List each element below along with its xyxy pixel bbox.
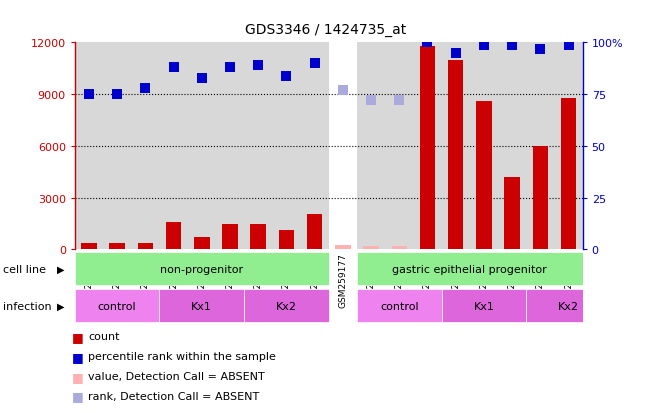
Bar: [109, 244, 125, 250]
Bar: [81, 244, 97, 250]
Bar: [357, 252, 583, 285]
Text: ■: ■: [72, 330, 84, 343]
Bar: [159, 290, 244, 323]
Text: ▶: ▶: [57, 301, 64, 311]
Text: control: control: [380, 301, 419, 311]
Text: ▶: ▶: [57, 264, 64, 274]
Bar: [75, 290, 159, 323]
Bar: [420, 47, 436, 250]
Text: Kx2: Kx2: [276, 301, 297, 311]
Bar: [75, 252, 329, 285]
Text: ■: ■: [72, 389, 84, 403]
Text: value, Detection Call = ABSENT: value, Detection Call = ABSENT: [88, 371, 265, 381]
Text: control: control: [98, 301, 137, 311]
Text: percentile rank within the sample: percentile rank within the sample: [88, 351, 276, 361]
Text: Kx2: Kx2: [558, 301, 579, 311]
Bar: [363, 247, 379, 250]
Bar: [222, 225, 238, 250]
Bar: [137, 243, 153, 250]
Bar: [448, 61, 464, 250]
Bar: [526, 290, 611, 323]
Text: non-progenitor: non-progenitor: [160, 264, 243, 274]
Bar: [335, 246, 351, 250]
Text: cell line: cell line: [3, 264, 46, 274]
Text: Kx1: Kx1: [473, 301, 494, 311]
Text: ■: ■: [72, 350, 84, 363]
Bar: [441, 290, 526, 323]
Bar: [307, 215, 322, 250]
Bar: [391, 246, 407, 250]
Text: gastric epithelial progenitor: gastric epithelial progenitor: [393, 264, 547, 274]
Text: rank, Detection Call = ABSENT: rank, Detection Call = ABSENT: [88, 391, 259, 401]
Bar: [194, 238, 210, 250]
Bar: [505, 178, 520, 250]
Text: count: count: [88, 332, 119, 342]
Bar: [166, 222, 182, 250]
Bar: [533, 147, 548, 250]
Bar: [476, 102, 492, 250]
Text: Kx1: Kx1: [191, 301, 212, 311]
Bar: [244, 290, 329, 323]
Bar: [329, 43, 357, 250]
Bar: [561, 98, 576, 250]
Bar: [251, 224, 266, 250]
Text: GDS3346 / 1424735_at: GDS3346 / 1424735_at: [245, 23, 406, 37]
Bar: [279, 231, 294, 250]
Text: infection: infection: [3, 301, 52, 311]
Bar: [357, 290, 441, 323]
Text: ■: ■: [72, 370, 84, 383]
